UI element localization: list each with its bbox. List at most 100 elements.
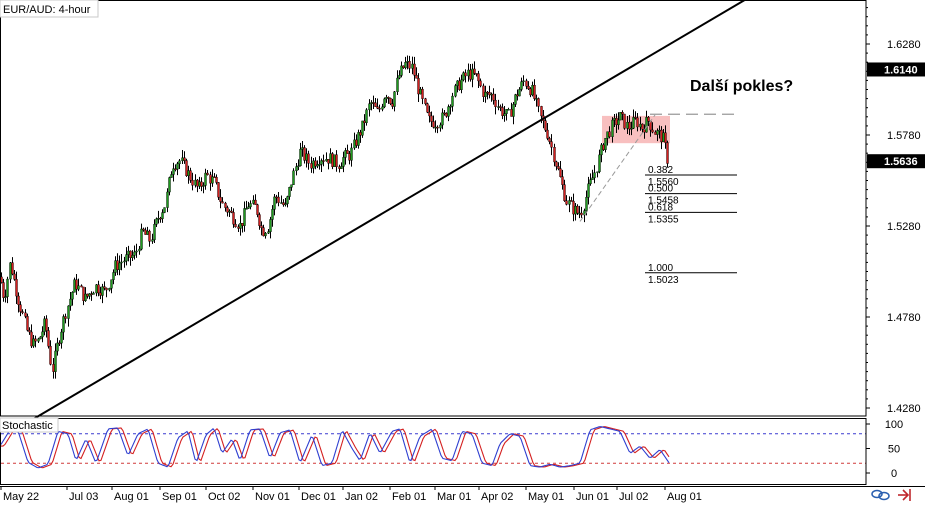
bearish-candle [621, 112, 624, 115]
bearish-candle [488, 92, 491, 96]
bearish-candle [97, 284, 100, 294]
bearish-candle [277, 196, 280, 203]
bullish-candle [88, 293, 91, 297]
bearish-candle [142, 228, 145, 231]
bearish-candle [260, 225, 263, 228]
bearish-candle [209, 174, 212, 184]
bullish-candle [37, 338, 40, 342]
bearish-candle [469, 69, 472, 80]
bullish-candle [292, 170, 295, 185]
bearish-candle [510, 109, 513, 117]
link-chart-icon[interactable] [871, 489, 890, 501]
bullish-candle [125, 254, 128, 262]
bullish-candle [370, 102, 373, 104]
x-tick-label: Dec 01 [301, 491, 336, 503]
bullish-candle [151, 239, 154, 242]
bearish-candle [563, 184, 566, 201]
bearish-candle [458, 80, 461, 90]
bullish-candle [54, 350, 57, 372]
bullish-candle [439, 124, 442, 129]
bullish-candle [585, 197, 588, 211]
bearish-candle [537, 98, 540, 107]
price-badge-label: 1.6140 [884, 64, 918, 76]
bullish-candle [451, 95, 454, 107]
bearish-candle [475, 73, 478, 75]
bearish-candle [13, 273, 16, 280]
bullish-candle [658, 129, 661, 132]
bearish-candle [206, 172, 209, 176]
bullish-candle [305, 153, 308, 161]
bearish-candle [90, 293, 93, 295]
fibonacci-swing-line [579, 114, 656, 222]
bearish-candle [376, 106, 379, 109]
bullish-candle [467, 69, 470, 77]
bearish-candle [378, 108, 381, 110]
bullish-candle [316, 164, 319, 167]
bullish-candle [398, 75, 401, 79]
bullish-candle [69, 298, 72, 307]
bullish-candle [619, 112, 622, 121]
bullish-candle [9, 262, 12, 280]
bearish-candle [660, 129, 663, 143]
bullish-candle [574, 205, 577, 215]
stochastic-label-box [0, 417, 59, 433]
bullish-candle [490, 93, 493, 96]
bullish-candle [462, 72, 465, 81]
bearish-candle [391, 103, 394, 107]
bearish-candle [402, 65, 405, 69]
x-tick-label: Feb 01 [392, 491, 426, 503]
scroll-to-end-icon[interactable] [898, 489, 911, 501]
bearish-candle [628, 121, 631, 130]
bearish-candle [303, 147, 306, 161]
bullish-candle [662, 132, 665, 143]
bearish-candle [464, 72, 467, 77]
bearish-candle [275, 196, 278, 199]
bearish-candle [664, 132, 667, 143]
bearish-candle [11, 262, 14, 275]
bullish-candle [67, 305, 70, 319]
bullish-candle [340, 166, 343, 169]
bearish-candle [221, 201, 224, 204]
bullish-candle [153, 224, 156, 240]
stochastic-d-line [1, 426, 670, 469]
bearish-candle [430, 115, 433, 122]
fibonacci-ratio-label: 0.382 [648, 165, 673, 176]
stochastic-label: Stochastic [2, 420, 53, 432]
bullish-candle [606, 131, 609, 139]
bullish-candle [460, 79, 463, 90]
bullish-candle [596, 171, 599, 173]
bullish-candle [301, 147, 304, 150]
bullish-candle [365, 109, 368, 123]
bearish-candle [19, 304, 22, 312]
bullish-candle [350, 147, 353, 161]
bearish-candle [26, 316, 29, 331]
fibonacci-price-label: 1.5355 [648, 214, 679, 225]
bearish-candle [200, 181, 203, 187]
bearish-candle [647, 117, 650, 122]
x-tick-label: Nov 01 [255, 491, 290, 503]
bearish-candle [183, 157, 186, 161]
bullish-candle [176, 163, 179, 170]
bearish-candle [47, 330, 50, 347]
bearish-candle [559, 168, 562, 177]
bullish-candle [243, 208, 246, 226]
bullish-candle [441, 112, 444, 126]
x-tick-label: Jun 01 [576, 491, 609, 503]
bearish-candle [310, 163, 313, 169]
bearish-candle [544, 120, 547, 131]
bearish-candle [80, 285, 83, 288]
bearish-candle [196, 179, 199, 187]
bearish-candle [602, 144, 605, 150]
bearish-candle [499, 106, 502, 108]
bearish-candle [482, 85, 485, 97]
y-tick-label: 1.5280 [887, 221, 921, 233]
bearish-candle [417, 78, 420, 95]
bearish-candle [2, 282, 5, 298]
bullish-candle [520, 81, 523, 90]
bullish-candle [247, 206, 250, 209]
bearish-candle [533, 84, 536, 99]
bullish-candle [133, 251, 136, 256]
bullish-candle [114, 260, 117, 273]
bullish-candle [267, 231, 270, 234]
bearish-candle [75, 279, 78, 290]
